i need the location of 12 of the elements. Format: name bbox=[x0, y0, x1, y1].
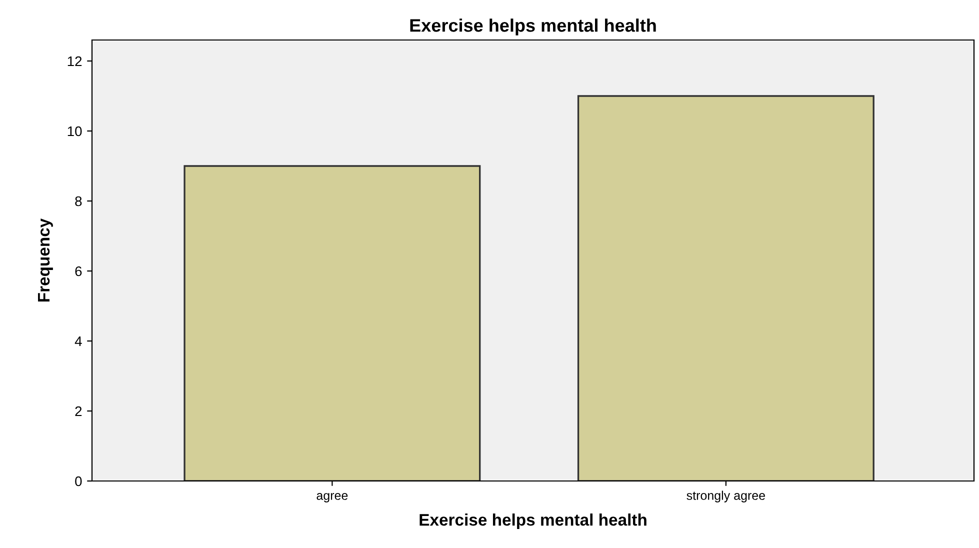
y-tick-label: 6 bbox=[75, 266, 82, 276]
y-tick-label: 10 bbox=[68, 126, 82, 136]
y-tick-label: 0 bbox=[75, 476, 82, 486]
x-axis-title: Exercise helps mental health bbox=[420, 513, 646, 530]
x-tick-label: agree bbox=[316, 493, 348, 502]
y-tick-label: 4 bbox=[74, 336, 82, 346]
x-tick-label: strongly agree bbox=[686, 490, 765, 502]
y-tick-label: 12 bbox=[68, 56, 82, 66]
y-tick-label: 8 bbox=[75, 196, 82, 206]
chart-title: Exercise helps mental health bbox=[410, 18, 656, 36]
y-tick-label: 2 bbox=[75, 406, 82, 416]
y-axis-title: Frequency bbox=[38, 218, 53, 302]
